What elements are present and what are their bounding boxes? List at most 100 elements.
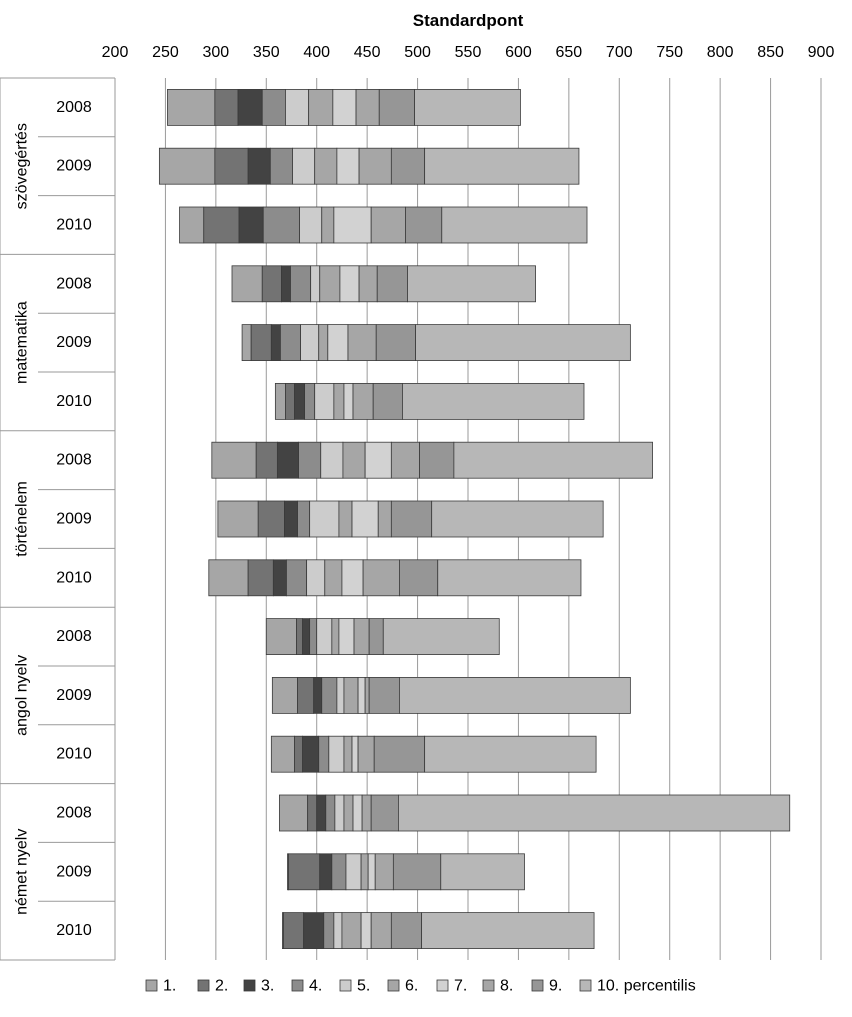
- x-tick-label: 250: [152, 44, 179, 61]
- bar-segment-7: [367, 853, 376, 891]
- x-tick-label: 550: [455, 44, 482, 61]
- bar-segment-9: [376, 265, 408, 303]
- bar-segment-3: [281, 265, 291, 303]
- bar-segment-4: [321, 677, 338, 714]
- bar-segment-3: [303, 912, 325, 949]
- bar-segment-10: [399, 677, 631, 714]
- x-axis-tick-labels: 200 250 300 350 400 450 500 550 600 650 700 750 800 8…: [102, 44, 835, 61]
- legend-swatch-1: [145, 979, 158, 992]
- bar-segment-9: [373, 735, 426, 773]
- bar-segment-9: [390, 912, 423, 949]
- bar-segment-2: [294, 735, 303, 773]
- year-label: 2009: [56, 687, 92, 704]
- category-labels: szövegértés 2008 2009 2010 matematika 2008 200…: [14, 99, 92, 939]
- legend: 1. 2. 3. 4. 5. 6. 7. 8. 9. 10. percentilis: [145, 978, 696, 995]
- bar-segment-1: [265, 618, 297, 655]
- bar-segment-3: [302, 735, 320, 773]
- year-label: 2009: [56, 158, 92, 175]
- legend-label-1: 1.: [163, 978, 176, 995]
- legend-swatch-6: [387, 979, 400, 992]
- group-label-4: német nyelv: [14, 829, 31, 915]
- bar-segment-1: [271, 677, 298, 714]
- year-label: 2010: [56, 569, 92, 586]
- year-label: 2008: [56, 628, 92, 645]
- x-tick-label: 650: [556, 44, 583, 61]
- bar-segment-8: [352, 382, 374, 420]
- bar-segment-9: [419, 441, 455, 479]
- bar-segment-4: [309, 618, 318, 655]
- bar-segment-9: [405, 206, 443, 244]
- bar-segment-8: [374, 853, 394, 891]
- bar-segment-1: [270, 735, 295, 773]
- legend-swatch-7: [436, 979, 449, 992]
- year-label: 2008: [56, 99, 92, 116]
- bar-segment-10: [437, 559, 582, 597]
- bar-segment-1: [274, 382, 286, 420]
- bar-segment-2: [255, 441, 278, 479]
- x-tick-label: 600: [505, 44, 532, 61]
- bar-segment-8: [347, 324, 377, 362]
- bar-segment-7: [351, 735, 359, 773]
- year-label: 2009: [56, 863, 92, 880]
- bar-segment-5: [316, 618, 333, 655]
- bar-segment-9: [370, 794, 399, 832]
- year-label: 2009: [56, 511, 92, 528]
- bar-segment-3: [247, 147, 271, 185]
- group-label-0: szövegértés: [14, 123, 31, 209]
- bar-segment-6: [343, 794, 354, 832]
- bar-segment-7: [360, 912, 372, 949]
- bar-segment-10: [431, 500, 604, 538]
- bar-segment-7: [327, 324, 349, 362]
- legend-swatch-3: [243, 979, 256, 992]
- x-tick-label: 300: [203, 44, 230, 61]
- legend-swatch-2: [197, 979, 210, 992]
- year-label: 2010: [56, 746, 92, 763]
- bar-segment-7: [339, 265, 360, 303]
- bar-segment-1: [208, 559, 249, 597]
- legend-label-10: 10. percentilis: [597, 978, 696, 995]
- bar-segment-10: [398, 794, 791, 832]
- year-label: 2010: [56, 217, 92, 234]
- x-tick-label: 900: [808, 44, 835, 61]
- bar-segment-8: [390, 441, 420, 479]
- bar-segment-6: [343, 677, 359, 714]
- bar-segment-9: [390, 500, 433, 538]
- bar-segment-8: [370, 206, 406, 244]
- bar-segment-4: [286, 559, 308, 597]
- bar-segment-6: [318, 324, 329, 362]
- bar-segment-10: [407, 265, 536, 303]
- bar-segment-10: [414, 89, 521, 126]
- bar-segment-9: [368, 677, 400, 714]
- bar-segment-8: [353, 618, 370, 655]
- bar-segment-2: [203, 206, 240, 244]
- bar-segment-1: [278, 794, 309, 832]
- bar-segment-6: [308, 89, 334, 126]
- x-tick-label: 450: [354, 44, 381, 61]
- bar-segment-5: [299, 206, 323, 244]
- bar-segment-8: [358, 265, 378, 303]
- bar-segment-4: [318, 735, 330, 773]
- legend-label-3: 3.: [261, 978, 274, 995]
- bar-segment-8: [355, 89, 380, 126]
- year-label: 2008: [56, 452, 92, 469]
- bar-segment-8: [358, 147, 392, 185]
- year-label: 2008: [56, 275, 92, 292]
- x-axis-title: Standardpont: [413, 11, 524, 30]
- legend-label-5: 5.: [357, 978, 370, 995]
- legend-swatch-10: [579, 979, 592, 992]
- bar-segment-8: [357, 735, 375, 773]
- bar-segment-3: [270, 324, 281, 362]
- bar-segment-6: [319, 265, 341, 303]
- bar-segment-5: [314, 382, 335, 420]
- x-tick-label: 800: [707, 44, 734, 61]
- bar-segment-4: [290, 265, 312, 303]
- bar-segment-5: [333, 912, 343, 949]
- legend-label-2: 2.: [215, 978, 228, 995]
- bar-segment-7: [343, 382, 354, 420]
- legend-label-4: 4.: [309, 978, 322, 995]
- year-label: 2010: [56, 922, 92, 939]
- bar-segment-1: [241, 324, 252, 362]
- bar-segment-3: [238, 206, 264, 244]
- legend-swatch-9: [531, 979, 544, 992]
